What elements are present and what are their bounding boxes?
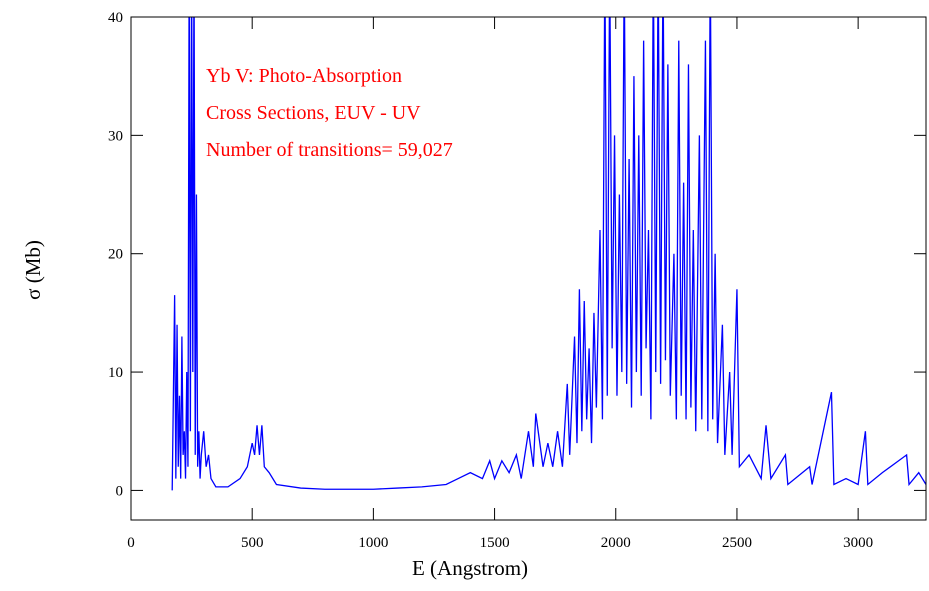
- x-tick-label: 2000: [601, 535, 631, 551]
- y-axis-label: σ (Mb): [21, 240, 45, 300]
- annotation: Cross Sections, EUV - UV: [206, 102, 421, 124]
- x-tick-label: 3000: [843, 535, 873, 551]
- x-tick-label: 500: [241, 535, 264, 551]
- x-tick-label: 0: [127, 535, 135, 551]
- y-tick-label: 10: [108, 365, 123, 381]
- annotation: Number of transitions= 59,027: [206, 139, 453, 161]
- y-tick-label: 30: [108, 128, 123, 144]
- y-tick-label: 40: [108, 10, 123, 26]
- data-line: [171, 17, 926, 491]
- x-axis-label: E (Angstrom): [412, 556, 528, 580]
- annotation: Yb V: Photo-Absorption: [206, 65, 402, 87]
- x-tick-label: 1000: [358, 535, 388, 551]
- y-tick-label: 0: [116, 483, 124, 499]
- x-tick-label: 1500: [480, 535, 510, 551]
- plot-frame: [130, 16, 927, 521]
- y-tick-label: 20: [108, 247, 123, 263]
- x-tick-label: 2500: [722, 535, 752, 551]
